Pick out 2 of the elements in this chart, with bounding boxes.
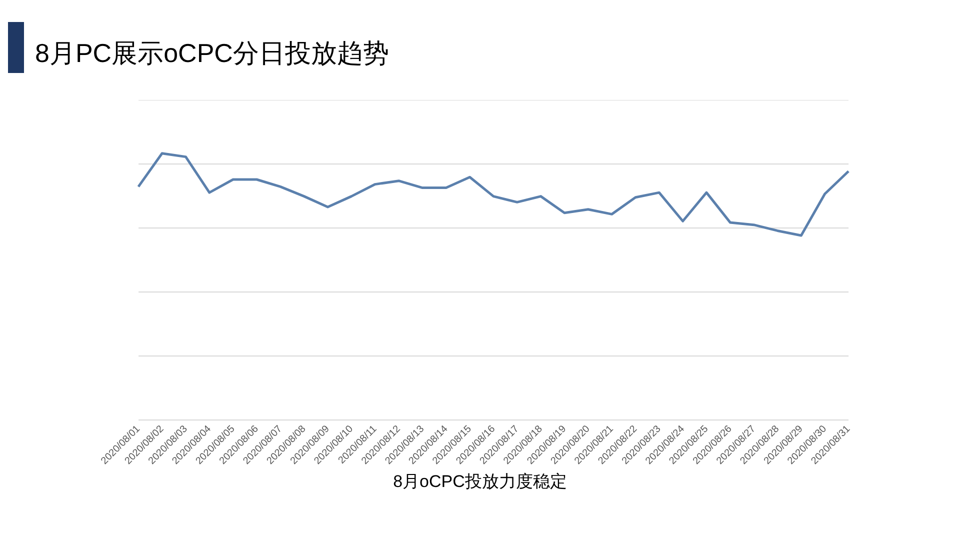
text: 8月oCPC投放力度稳定 bbox=[392, 471, 568, 493]
chart-title: 8月PC展示oCPC分日投放趋势 bbox=[35, 37, 389, 70]
